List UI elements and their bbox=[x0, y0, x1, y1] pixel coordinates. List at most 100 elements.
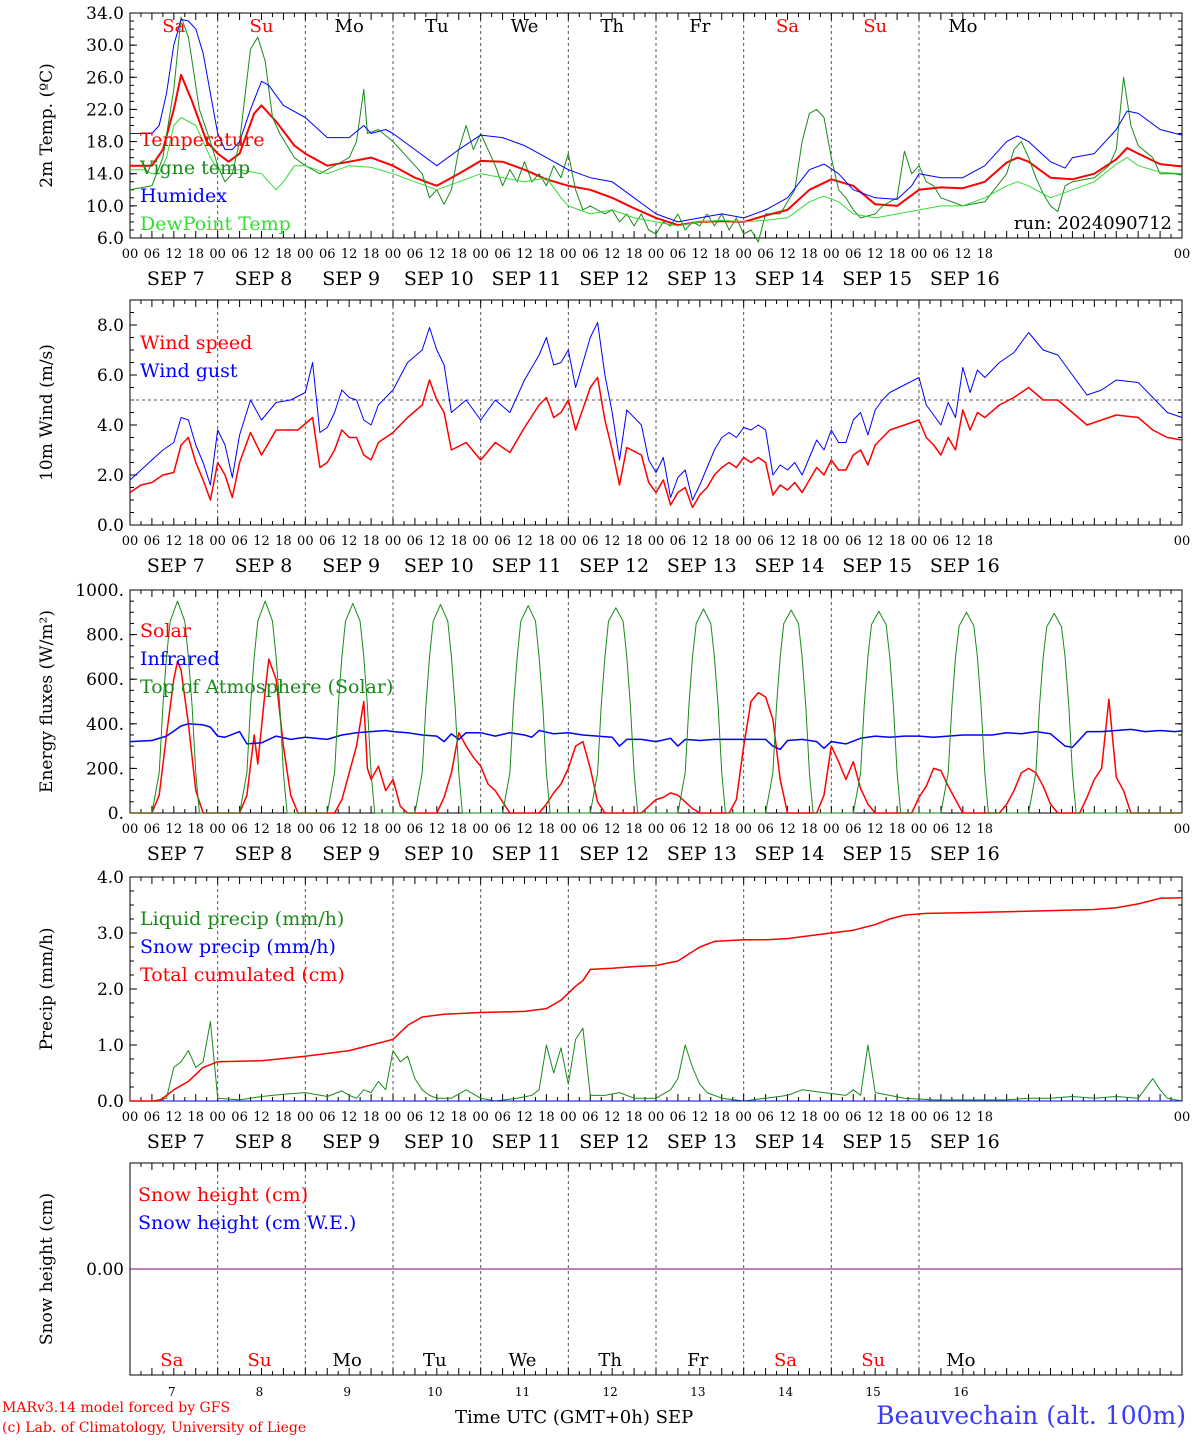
hour-tick-label: 00 bbox=[735, 822, 752, 837]
hour-tick-label: 18 bbox=[976, 247, 993, 262]
day-label: SEP 8 bbox=[235, 843, 293, 865]
weekday-label: Sa bbox=[774, 1350, 797, 1371]
hour-tick-label: 00 bbox=[209, 534, 226, 549]
day-label: SEP 10 bbox=[404, 1131, 474, 1153]
series-line bbox=[129, 376, 1183, 509]
hour-tick-label: 06 bbox=[231, 1110, 248, 1125]
hour-tick-label: 12 bbox=[166, 822, 183, 837]
hour-tick-label: 06 bbox=[144, 822, 161, 837]
hour-tick-label: 06 bbox=[494, 1110, 511, 1125]
hour-tick-label: 18 bbox=[187, 1110, 204, 1125]
hour-tick-label: 18 bbox=[626, 822, 643, 837]
hour-tick-label: 06 bbox=[845, 534, 862, 549]
hour-tick-label: 06 bbox=[144, 534, 161, 549]
day-label: SEP 15 bbox=[842, 1131, 912, 1153]
y-tick-label: 3.0 bbox=[97, 924, 124, 944]
day-label: SEP 15 bbox=[842, 843, 912, 865]
hour-tick-label: 00 bbox=[560, 822, 577, 837]
weekday-label: Sa bbox=[776, 16, 799, 37]
weekday-label: Th bbox=[600, 16, 624, 37]
day-label: SEP 10 bbox=[404, 843, 474, 865]
weekday-label: We bbox=[511, 16, 539, 37]
y-tick-label: 0.0 bbox=[97, 516, 124, 536]
hour-tick-label: 12 bbox=[692, 822, 709, 837]
legend-entry: Liquid precip (mm/h) bbox=[140, 908, 344, 930]
y-tick-label: 0.00 bbox=[86, 1260, 124, 1280]
series-line bbox=[130, 73, 1183, 227]
hour-tick-label: 18 bbox=[801, 822, 818, 837]
hour-tick-label: 18 bbox=[713, 1110, 730, 1125]
legend-entry: Wind speed bbox=[140, 332, 252, 354]
series-line bbox=[130, 658, 1182, 814]
hour-tick-label: 06 bbox=[670, 1110, 687, 1125]
hour-tick-label: 00 bbox=[823, 247, 840, 262]
hour-tick-label: 18 bbox=[187, 247, 204, 262]
hour-tick-label: 18 bbox=[275, 1110, 292, 1125]
hour-tick-label: 12 bbox=[166, 534, 183, 549]
hour-tick-label: 00 bbox=[1174, 534, 1191, 549]
y-tick-label: 22.0 bbox=[86, 100, 124, 120]
day-label: SEP 16 bbox=[930, 1131, 1000, 1153]
hour-tick-label: 00 bbox=[648, 822, 665, 837]
day-label: SEP 13 bbox=[667, 843, 737, 865]
day-label: SEP 16 bbox=[930, 843, 1000, 865]
series-line bbox=[129, 723, 1183, 751]
weekday-label: Su bbox=[861, 1350, 885, 1371]
hour-tick-label: 12 bbox=[955, 1110, 972, 1125]
hour-tick-label: 12 bbox=[253, 822, 270, 837]
y-axis-title: Precip (mm/h) bbox=[37, 927, 57, 1050]
hour-tick-label: 00 bbox=[823, 534, 840, 549]
y-axis-title: Snow height (cm) bbox=[37, 1193, 57, 1345]
series-line bbox=[130, 117, 1183, 227]
hour-tick-label: 12 bbox=[604, 247, 621, 262]
day-label: SEP 14 bbox=[755, 1131, 825, 1153]
hour-tick-label: 12 bbox=[166, 1110, 183, 1125]
hour-tick-label: 12 bbox=[604, 822, 621, 837]
hour-tick-label: 18 bbox=[889, 822, 906, 837]
hour-tick-label: 18 bbox=[538, 247, 555, 262]
legend-entry: Snow height (cm) bbox=[138, 1184, 308, 1206]
hour-tick-label: 00 bbox=[911, 1110, 928, 1125]
hour-tick-label: 06 bbox=[407, 534, 424, 549]
hour-tick-label: 00 bbox=[385, 1110, 402, 1125]
hour-tick-label: 12 bbox=[341, 247, 358, 262]
day-label: SEP 9 bbox=[322, 268, 380, 290]
weekday-label: Sa bbox=[162, 16, 185, 37]
hour-tick-label: 18 bbox=[187, 822, 204, 837]
day-label: SEP 11 bbox=[492, 1131, 562, 1153]
hour-tick-label: 00 bbox=[911, 534, 928, 549]
hour-tick-label: 18 bbox=[538, 534, 555, 549]
hour-tick-label: 18 bbox=[275, 534, 292, 549]
day-label: SEP 11 bbox=[492, 555, 562, 577]
day-number-label: 14 bbox=[778, 1385, 794, 1399]
panel-frame bbox=[129, 12, 1183, 239]
day-number-label: 16 bbox=[953, 1385, 968, 1399]
hour-tick-label: 12 bbox=[955, 822, 972, 837]
day-label: SEP 7 bbox=[147, 555, 205, 577]
hour-tick-label: 12 bbox=[604, 534, 621, 549]
day-label: SEP 11 bbox=[492, 843, 562, 865]
legend-entry: Vigne temp bbox=[139, 157, 250, 179]
hour-tick-label: 00 bbox=[560, 1110, 577, 1125]
day-number-label: 7 bbox=[168, 1385, 176, 1399]
hour-tick-label: 06 bbox=[757, 247, 774, 262]
hour-tick-label: 00 bbox=[911, 247, 928, 262]
hour-tick-label: 12 bbox=[779, 534, 796, 549]
day-label: SEP 8 bbox=[235, 555, 293, 577]
day-number-label: 9 bbox=[343, 1385, 351, 1399]
day-number-label: 11 bbox=[515, 1385, 530, 1399]
hour-tick-label: 12 bbox=[253, 247, 270, 262]
hour-tick-label: 06 bbox=[144, 247, 161, 262]
legend-entry: Top of Atmosphere (Solar) bbox=[140, 676, 393, 698]
hour-tick-label: 06 bbox=[670, 534, 687, 549]
hour-tick-label: 18 bbox=[976, 1110, 993, 1125]
hour-tick-label: 06 bbox=[494, 822, 511, 837]
hour-tick-label: 12 bbox=[341, 822, 358, 837]
day-number-label: 10 bbox=[427, 1385, 442, 1399]
weekday-label: Fr bbox=[689, 16, 710, 37]
day-label: SEP 8 bbox=[235, 1131, 293, 1153]
day-label: SEP 7 bbox=[147, 843, 205, 865]
hour-tick-label: 06 bbox=[319, 822, 336, 837]
day-label: SEP 12 bbox=[579, 843, 649, 865]
y-tick-label: 0.0 bbox=[97, 1092, 124, 1112]
